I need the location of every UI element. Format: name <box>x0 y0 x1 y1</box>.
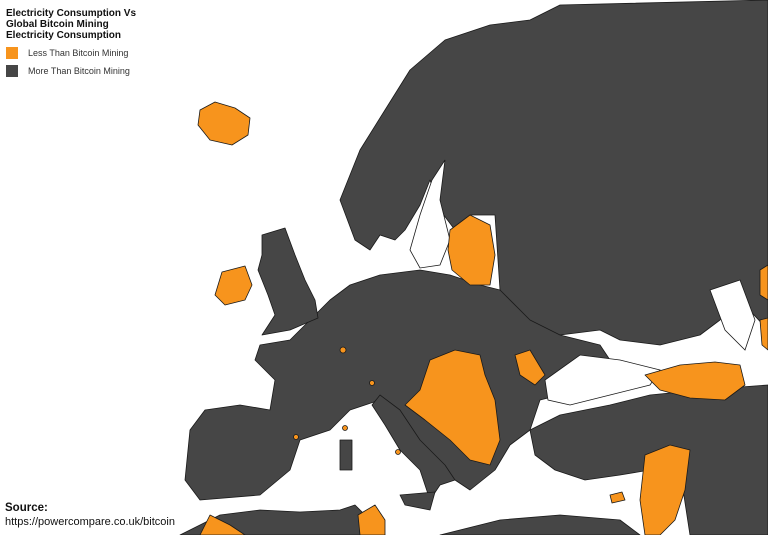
legend-label: More Than Bitcoin Mining <box>28 66 130 76</box>
region-more <box>257 227 319 336</box>
region-more <box>399 491 436 511</box>
region-less <box>197 101 251 146</box>
source-note: Source: https://powercompare.co.uk/bitco… <box>5 501 175 529</box>
region-less <box>369 380 375 386</box>
legend-label: Less Than Bitcoin Mining <box>28 48 129 58</box>
region-less <box>395 449 401 455</box>
region-more <box>339 439 353 471</box>
baltic-sea <box>409 159 451 269</box>
region-less <box>342 425 348 431</box>
region-less <box>514 349 546 386</box>
region-less <box>759 317 768 351</box>
legend-swatch-orange <box>6 47 18 59</box>
source-label: Source: <box>5 502 48 514</box>
black-sea <box>544 354 661 406</box>
region-less <box>214 265 253 306</box>
legend-item-more: More Than Bitcoin Mining <box>6 65 196 77</box>
region-less <box>357 504 386 535</box>
region-less <box>759 264 768 301</box>
region-more <box>339 0 768 346</box>
legend: Electricity Consumption Vs Global Bitcoi… <box>6 8 196 77</box>
source-url: https://powercompare.co.uk/bitcoin <box>5 516 175 528</box>
region-less <box>293 434 299 440</box>
region-less <box>644 361 746 401</box>
region-less <box>339 346 347 354</box>
region-less <box>609 491 626 504</box>
region-less <box>404 349 501 466</box>
region-less <box>447 214 496 286</box>
map-title: Electricity Consumption Vs Global Bitcoi… <box>6 8 137 41</box>
legend-item-less: Less Than Bitcoin Mining <box>6 47 196 59</box>
caspian-sea <box>709 279 756 351</box>
legend-swatch-dark <box>6 65 18 77</box>
region-more <box>439 514 641 535</box>
region-less <box>199 514 246 535</box>
region-less <box>639 444 691 535</box>
